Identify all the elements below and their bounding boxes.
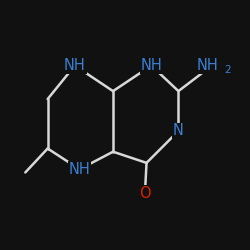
Text: N: N — [173, 124, 184, 138]
Text: NH: NH — [64, 58, 86, 73]
Text: NH: NH — [140, 58, 162, 73]
Text: NH: NH — [197, 58, 219, 73]
Text: 2: 2 — [224, 64, 231, 74]
Text: O: O — [139, 186, 151, 201]
Text: NH: NH — [69, 162, 90, 177]
